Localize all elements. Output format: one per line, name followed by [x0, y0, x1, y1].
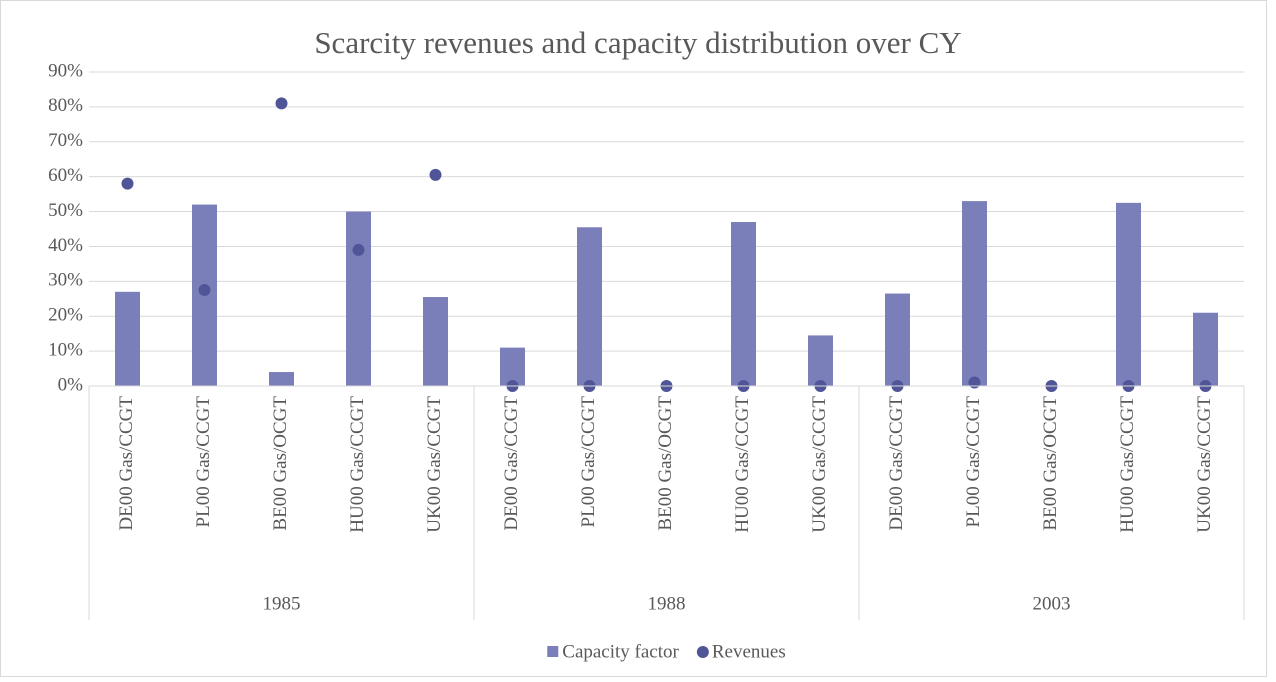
point [429, 168, 442, 181]
x-tick-label: BE00 Gas/OCGT [270, 396, 291, 531]
bar [269, 372, 294, 386]
legend: Capacity factor Revenues [547, 641, 786, 662]
y-tick-label: 80% [48, 95, 83, 116]
bar [577, 227, 602, 386]
x-tick-label: PL00 Gas/CCGT [578, 396, 599, 528]
x-tick-label: UK00 Gas/CCGT [1194, 396, 1215, 533]
x-tick-label: DE00 Gas/CCGT [886, 396, 907, 531]
x-tick-label: HU00 Gas/CCGT [1117, 396, 1138, 533]
bar [885, 293, 910, 386]
bar [423, 297, 448, 386]
x-tick-label: HU00 Gas/CCGT [732, 396, 753, 533]
group-label: 1988 [648, 593, 686, 614]
bar [346, 211, 371, 386]
x-tick-label: DE00 Gas/CCGT [501, 396, 522, 531]
legend-label: Revenues [712, 641, 786, 662]
x-tick-label: HU00 Gas/CCGT [347, 396, 368, 533]
bar [115, 291, 140, 386]
x-tick-label: UK00 Gas/CCGT [424, 396, 445, 533]
x-tick-label: BE00 Gas/OCGT [1040, 396, 1061, 531]
bar [808, 335, 833, 386]
point [275, 97, 288, 110]
chart-title: Scarcity revenues and capacity distribut… [314, 25, 961, 60]
y-tick-label: 60% [48, 165, 83, 186]
bar [1116, 202, 1141, 386]
point [121, 177, 134, 190]
legend-swatch [547, 646, 559, 657]
y-tick-label: 30% [48, 270, 83, 291]
bar [500, 347, 525, 386]
bar [962, 201, 987, 386]
y-tick-label: 90% [48, 60, 83, 81]
legend-swatch [696, 646, 709, 658]
y-tick-label: 70% [48, 130, 83, 151]
x-tick-label: DE00 Gas/CCGT [116, 396, 137, 531]
x-tick-label: PL00 Gas/CCGT [963, 396, 984, 528]
x-tick-label: PL00 Gas/CCGT [193, 396, 214, 528]
point [198, 284, 211, 297]
x-tick-label: UK00 Gas/CCGT [809, 396, 830, 533]
group-label: 1985 [263, 593, 301, 614]
point [352, 243, 365, 256]
y-tick-label: 50% [48, 200, 83, 221]
y-tick-label: 40% [48, 235, 83, 256]
bar [731, 222, 756, 386]
bar [1193, 312, 1218, 386]
point [968, 376, 981, 389]
group-label: 2003 [1033, 593, 1071, 614]
legend-label: Capacity factor [562, 641, 679, 662]
x-tick-label: BE00 Gas/OCGT [655, 396, 676, 531]
y-tick-label: 10% [48, 339, 83, 360]
y-tick-label: 20% [48, 305, 83, 326]
y-tick-label: 0% [58, 374, 84, 395]
